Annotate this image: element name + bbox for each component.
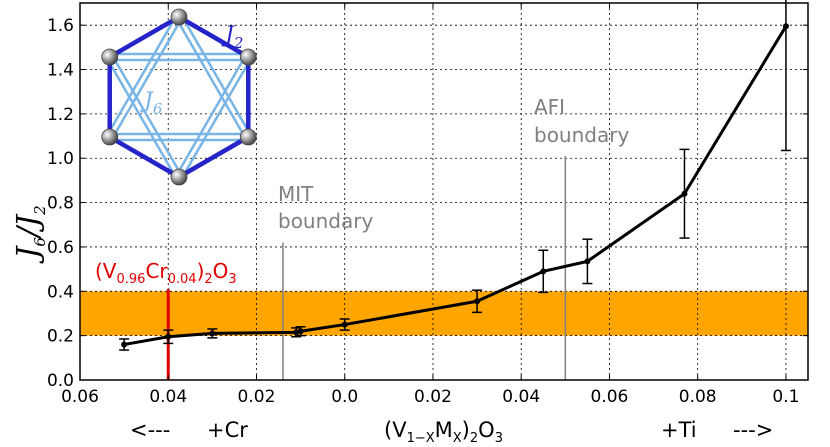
y-tick-label: 1.2 xyxy=(47,105,74,125)
x-tick-label: 0.04 xyxy=(502,387,540,407)
j6-bond xyxy=(180,14,252,137)
j6-bond xyxy=(175,54,247,177)
lattice-atoms xyxy=(101,8,257,186)
formula-p1: (V xyxy=(384,418,407,442)
j2-bond xyxy=(177,15,250,59)
red-label-p3: ) xyxy=(197,259,205,283)
data-point xyxy=(209,330,216,337)
red-label-s3: 2 xyxy=(204,272,212,287)
y-label-j6-main: J xyxy=(11,245,46,265)
orange-band xyxy=(80,291,808,336)
data-point xyxy=(297,328,304,335)
data-point xyxy=(341,321,348,328)
j2-bonds xyxy=(107,15,251,179)
data-point xyxy=(165,333,172,340)
formula-s4: 3 xyxy=(495,431,503,446)
lattice-atom xyxy=(101,48,119,66)
lattice-atom xyxy=(170,8,188,26)
y-tick-label: 1.4 xyxy=(47,61,74,81)
j6-bond xyxy=(175,17,247,140)
lattice-atom xyxy=(101,128,119,146)
orange-band-layer xyxy=(80,291,808,336)
y-axis-label: J6/J2 xyxy=(11,205,49,264)
y-tick-label: 1.0 xyxy=(47,149,74,169)
y-label-j6-sub: 6 xyxy=(31,237,49,247)
x-tick-label: 0.1 xyxy=(772,387,799,407)
j2-inset-sub: 2 xyxy=(233,34,244,52)
lattice-atom xyxy=(170,168,188,186)
y-tick-label: 0.8 xyxy=(47,194,74,214)
data-point xyxy=(584,258,591,265)
y-label-j2-sub: 2 xyxy=(31,205,49,216)
data-point xyxy=(474,298,481,305)
data-point xyxy=(540,268,547,275)
red-compound-label: (V0.96Cr0.04)2O3 xyxy=(95,259,237,287)
j6-bond xyxy=(180,57,252,180)
j2-bond xyxy=(108,15,181,59)
j6-inset-sub: 6 xyxy=(153,100,163,118)
hexagon-lattice-inset: J2 J6 xyxy=(101,8,257,186)
j2-bond xyxy=(177,135,250,179)
j2-inset-main: J xyxy=(221,23,235,48)
formula-s2: X xyxy=(453,431,462,446)
j6-bond xyxy=(111,17,183,140)
left-arrow-label: <--- xyxy=(130,418,170,442)
j6-inset-main: J xyxy=(140,89,154,114)
red-label-p1: (V xyxy=(95,259,117,283)
afi-label-line1: AFI xyxy=(534,95,565,119)
x-tick-label: 0.02 xyxy=(414,387,452,407)
lattice-atom xyxy=(239,48,257,66)
afi-label-line2: boundary xyxy=(534,123,629,147)
y-tick-label: 0.0 xyxy=(47,371,74,391)
left-dopant-label: +Cr xyxy=(207,418,248,442)
grid-layer xyxy=(80,3,808,380)
x-tick-label: 0.0 xyxy=(331,387,358,407)
x-tick-label: 0.02 xyxy=(238,387,276,407)
red-label-s1: 0.96 xyxy=(116,272,145,287)
formula-s3: 2 xyxy=(470,431,478,446)
j6-inset-label: J6 xyxy=(140,89,163,118)
y-tick-label: 0.6 xyxy=(47,238,74,258)
y-label-separator: / xyxy=(11,224,46,240)
plot-frame xyxy=(79,2,809,381)
data-point xyxy=(681,190,688,197)
formula-p4: O xyxy=(478,418,495,442)
j6-bonds xyxy=(106,14,252,180)
y-tick-label: 0.4 xyxy=(47,282,74,302)
x-tick-label: 0.04 xyxy=(149,387,187,407)
red-label-p2: Cr xyxy=(145,259,168,283)
lattice-atom xyxy=(239,128,257,146)
j6-bond xyxy=(106,14,178,137)
data-point xyxy=(121,341,128,348)
x-tick-label: 0.06 xyxy=(61,387,99,407)
data-point xyxy=(782,23,789,30)
series-layer xyxy=(119,0,791,351)
j2-inset-label: J2 xyxy=(221,23,243,52)
mit-label-line2: boundary xyxy=(278,209,373,233)
red-label-s4: 3 xyxy=(228,272,236,287)
x-tick-label: 0.06 xyxy=(591,387,629,407)
mit-label-line1: MIT xyxy=(278,182,314,206)
j6-bond xyxy=(111,54,183,177)
x-tick-label: 0.08 xyxy=(679,387,717,407)
formula-s1: 1−X xyxy=(407,431,435,446)
right-dopant-label: +Ti xyxy=(661,418,697,442)
formula-p2: M xyxy=(435,418,453,442)
tick-layer: 0.06 0.04 0.02 0.0 0.02 0.04 0.06 0.08 0.1 0.0 0.2… xyxy=(47,3,808,407)
red-label-s2: 0.04 xyxy=(168,272,197,287)
right-arrow-label: ---> xyxy=(733,418,773,442)
formula-p3: ) xyxy=(462,418,470,442)
red-label-p4: O xyxy=(213,259,229,283)
j2-bond xyxy=(108,135,181,179)
y-tick-label: 0.2 xyxy=(47,327,74,347)
x-axis-formula: (V1−XMX)2O3 xyxy=(384,418,503,446)
y-tick-label: 1.6 xyxy=(47,16,74,36)
j6-bond xyxy=(106,57,178,180)
